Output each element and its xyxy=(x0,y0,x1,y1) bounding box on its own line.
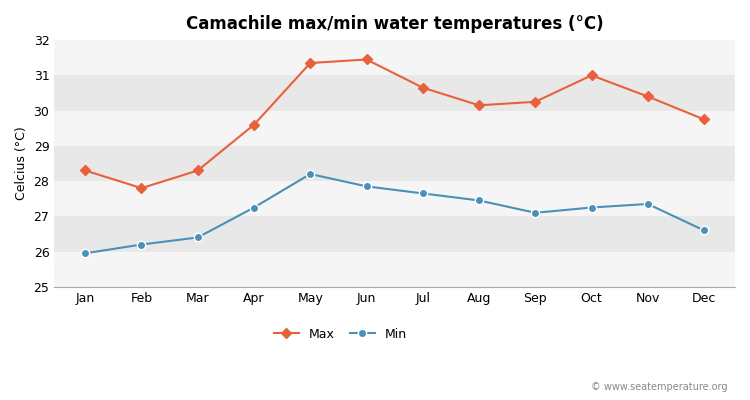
Max xyxy=(644,94,652,99)
Bar xyxy=(54,110,735,146)
Bar xyxy=(54,40,735,75)
Max xyxy=(587,73,596,78)
Min xyxy=(700,228,709,233)
Min xyxy=(194,235,202,240)
Min xyxy=(475,198,484,203)
Max xyxy=(81,168,90,173)
Bar xyxy=(54,216,735,252)
Min xyxy=(362,184,371,189)
Max xyxy=(419,85,428,90)
Legend: Max, Min: Max, Min xyxy=(268,323,412,346)
Y-axis label: Celcius (°C): Celcius (°C) xyxy=(15,126,28,200)
Max xyxy=(306,61,315,66)
Text: © www.seatemperature.org: © www.seatemperature.org xyxy=(591,382,728,392)
Max xyxy=(194,168,202,173)
Bar xyxy=(54,146,735,181)
Bar xyxy=(54,252,735,287)
Min xyxy=(419,191,428,196)
Min xyxy=(250,205,259,210)
Max xyxy=(531,99,540,104)
Max xyxy=(700,117,709,122)
Max xyxy=(475,103,484,108)
Min xyxy=(531,210,540,215)
Bar xyxy=(54,75,735,110)
Min xyxy=(306,172,315,176)
Min xyxy=(587,205,596,210)
Max xyxy=(362,57,371,62)
Bar xyxy=(54,181,735,216)
Max xyxy=(250,122,259,127)
Min xyxy=(644,202,652,206)
Line: Max: Max xyxy=(82,56,707,192)
Title: Camachile max/min water temperatures (°C): Camachile max/min water temperatures (°C… xyxy=(186,15,604,33)
Min xyxy=(137,242,146,247)
Max xyxy=(137,186,146,190)
Line: Min: Min xyxy=(81,170,708,258)
Min xyxy=(81,251,90,256)
